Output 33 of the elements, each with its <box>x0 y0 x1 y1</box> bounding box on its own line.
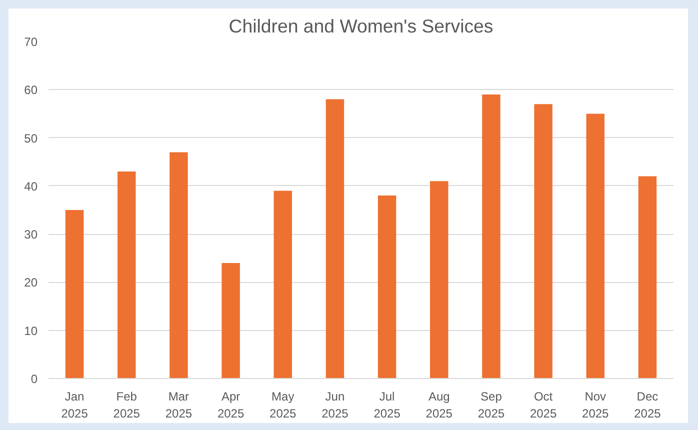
x-tick-label: Jun 2025 <box>322 390 349 420</box>
bar <box>586 114 604 378</box>
bar <box>534 104 552 378</box>
y-tick-label: 70 <box>24 35 38 49</box>
x-tick-label: Apr 2025 <box>217 390 244 420</box>
bar <box>378 196 396 378</box>
y-tick-label: 40 <box>24 179 38 194</box>
x-tick-label: Jan 2025 <box>61 390 88 420</box>
x-tick-label: May 2025 <box>270 390 297 420</box>
y-tick-label: 50 <box>24 131 38 146</box>
y-tick-label: 30 <box>24 228 38 242</box>
bar <box>430 181 448 378</box>
bar <box>326 99 344 378</box>
bar <box>118 171 136 378</box>
bar <box>222 262 240 378</box>
x-tick-label: Feb 2025 <box>113 390 140 420</box>
x-tick-label: Nov 2025 <box>582 390 610 420</box>
y-tick-label: 60 <box>24 83 38 98</box>
bar <box>638 176 657 378</box>
x-tick-label: Aug 2025 <box>426 390 453 420</box>
x-tick-label: Dec 2025 <box>634 390 662 420</box>
bar <box>65 210 84 378</box>
bar <box>170 152 188 378</box>
x-tick-label: Oct 2025 <box>530 390 557 420</box>
y-tick-label: 0 <box>30 372 38 386</box>
y-tick-label: 10 <box>24 324 38 338</box>
y-tick-label: 20 <box>24 276 38 290</box>
bar <box>274 190 292 378</box>
x-tick-label: Mar 2025 <box>165 390 192 420</box>
x-tick-label: Sep 2025 <box>478 390 505 420</box>
chart-title: Children and Women's Services <box>228 16 494 36</box>
x-tick-label: Jul 2025 <box>374 390 401 420</box>
bar <box>482 94 500 378</box>
